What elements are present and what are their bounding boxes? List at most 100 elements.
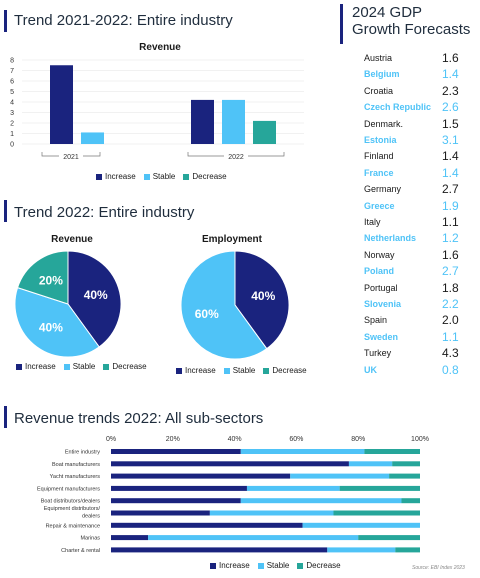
- category-label: Boat distributors/dealers: [41, 499, 101, 505]
- gdp-country-value: 1.2: [442, 231, 459, 246]
- source-note: Source: EBI Index 2023: [412, 565, 465, 571]
- bar-chart-legend: Increase Stable Decrease: [96, 172, 227, 181]
- gdp-country-name: UK: [364, 364, 377, 375]
- gdp-row: Italy 1.1: [364, 214, 464, 230]
- stacked-bar-stable: [327, 547, 396, 553]
- gdp-country-name: Denmark.: [364, 118, 404, 129]
- gdp-row: Belgium 1.4: [364, 66, 464, 82]
- stacked-bar-stable: [302, 522, 420, 528]
- gdp-country-value: 1.5: [442, 116, 459, 131]
- legend-swatch-decrease: [263, 367, 270, 374]
- gdp-row: Poland 2.7: [364, 263, 464, 279]
- gdp-row: Norway 1.6: [364, 247, 464, 263]
- gdp-row: France 1.4: [364, 165, 464, 181]
- legend-label-stable: Stable: [72, 362, 96, 371]
- stacked-bar-increase: [111, 498, 241, 504]
- gdp-country-value: 2.2: [442, 297, 459, 311]
- gdp-row: Sweden 1.1: [364, 329, 464, 345]
- stacked-bar-decrease: [392, 461, 420, 467]
- revenue-bar-chart: 8 7 6 5 4 3 2 1 0 2021 2022: [10, 58, 304, 161]
- stacked-bar-stable: [209, 510, 334, 516]
- gdp-accent-bar: [340, 4, 343, 44]
- subsector-legend: Increase Stable Decrease: [210, 561, 341, 570]
- stacked-bar-stable: [240, 449, 365, 454]
- gdp-country-value: 1.4: [442, 67, 459, 82]
- section-accent-bar: [4, 406, 7, 428]
- pie-revenue-title: Revenue: [51, 234, 93, 245]
- gdp-country-value: 2.0: [442, 313, 459, 328]
- y-tick-label: 4: [10, 100, 14, 107]
- stacked-bar-increase: [111, 510, 210, 516]
- gdp-country-value: 2.7: [442, 264, 459, 279]
- y-tick-label: 2: [10, 121, 14, 128]
- gdp-row: Turkey 4.3: [364, 345, 464, 361]
- section-title-subsectors: Revenue trends 2022: All sub-sectors: [14, 410, 264, 427]
- gdp-row: Portugal 1.8: [364, 280, 464, 296]
- bar-chart-title: Revenue: [139, 42, 181, 53]
- stacked-bar-decrease: [389, 473, 420, 479]
- gdp-country-value: 1.8: [442, 280, 459, 295]
- gdp-country-name: Turkey: [364, 348, 392, 359]
- gdp-country-name: Portugal: [364, 282, 398, 293]
- x-tick-label: 60%: [289, 436, 303, 443]
- bar-stable: [81, 132, 104, 144]
- category-label: Equipment distributors/: [44, 506, 101, 512]
- gdp-country-value: 1.6: [442, 51, 459, 65]
- gdp-country-name: Austria: [364, 53, 393, 63]
- gdp-country-value: 3.1: [442, 133, 459, 147]
- gdp-row: UK 0.8: [364, 362, 464, 378]
- gdp-country-value: 1.9: [442, 198, 459, 213]
- category-label: Entire industry: [65, 450, 100, 456]
- gdp-country-value: 1.6: [442, 247, 459, 262]
- revenue-pie-chart: 40% 40% 20%: [14, 250, 122, 358]
- category-label: Boat manufacturers: [52, 462, 100, 468]
- x-tick-label: 20%: [166, 436, 180, 443]
- legend-label-decrease: Decrease: [192, 172, 227, 181]
- pie-slice-decrease: [16, 250, 69, 305]
- gdp-row: Croatia 2.3: [364, 83, 464, 99]
- x-tick-label: 0%: [106, 436, 116, 443]
- y-tick-label: 7: [10, 68, 14, 75]
- group-label: 2022: [228, 154, 244, 161]
- gdp-country-name: Czech Republic: [364, 102, 432, 113]
- legend-label-stable: Stable: [152, 172, 176, 181]
- gdp-row: Spain 2.0: [364, 312, 464, 328]
- gdp-country-name: Estonia: [364, 135, 397, 145]
- pie-slice-label: 40%: [84, 288, 108, 302]
- stacked-bar-stable: [240, 498, 402, 504]
- legend-label-decrease: Decrease: [112, 362, 147, 371]
- legend-label-stable: Stable: [266, 561, 290, 570]
- gdp-country-name: Netherlands: [364, 233, 417, 244]
- legend-swatch-stable: [143, 173, 150, 180]
- y-tick-label: 5: [10, 89, 14, 96]
- gdp-row: Germany 2.7: [364, 181, 464, 197]
- stacked-bar-stable: [348, 461, 393, 467]
- gdp-country-value: 2.6: [442, 100, 459, 115]
- stacked-bar-decrease: [364, 449, 420, 454]
- legend-label-decrease: Decrease: [272, 366, 307, 375]
- legend-swatch-decrease: [183, 173, 190, 180]
- legend-label-decrease: Decrease: [306, 561, 341, 570]
- legend-swatch-increase: [210, 562, 216, 569]
- pie-slice-label: 20%: [39, 273, 63, 287]
- gdp-country-value: 1.1: [442, 329, 459, 344]
- gdp-row: Netherlands 1.2: [364, 230, 464, 246]
- legend-swatch-stable: [63, 363, 70, 370]
- gdp-country-name: Spain: [364, 315, 388, 326]
- x-tick-label: 100%: [411, 436, 429, 443]
- stacked-bar-increase: [111, 535, 149, 541]
- gdp-title-line2: Growth Forecasts: [352, 21, 471, 38]
- pie-slice-label: 40%: [251, 289, 275, 303]
- pie-employment-title: Employment: [201, 234, 262, 245]
- stacked-bar-decrease: [401, 498, 420, 504]
- bar-stable: [222, 99, 245, 144]
- gdp-row: Denmark. 1.5: [364, 116, 464, 132]
- stacked-bar-increase: [111, 522, 303, 528]
- stacked-bar-decrease: [395, 547, 420, 553]
- gdp-country-value: 0.8: [442, 362, 459, 377]
- legend-label-stable: Stable: [232, 366, 256, 375]
- y-tick-label: 8: [10, 58, 14, 65]
- category-label: Repair & maintenance: [46, 523, 100, 529]
- group-label-bg: [59, 152, 83, 160]
- gdp-country-name: Belgium: [364, 69, 400, 80]
